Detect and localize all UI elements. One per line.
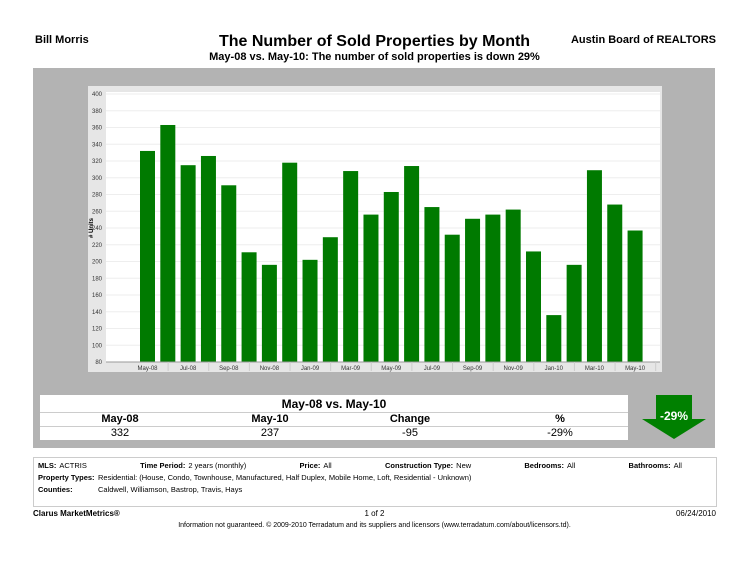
bar-Sep-09 [465,218,481,362]
value-end: 237 [260,427,280,439]
y-tick-label: 280 [92,193,103,199]
price-value: All [323,461,332,470]
y-tick-label: 300 [92,176,103,182]
header-change: Change [389,413,431,425]
bar-Oct-08 [241,252,257,362]
counties-row: Counties: Caldwell, Williamson, Bastrop, … [38,485,712,497]
bar-Oct-09 [485,214,501,362]
divider [40,412,628,413]
period-value: 2 years (monthly) [188,461,247,470]
bar-Jan-10 [546,315,562,362]
divider [40,426,628,427]
brand: Clarus MarketMetrics® [33,509,120,518]
x-tick-label: Jan-09 [301,366,320,372]
x-tick-label: Jan-10 [545,366,564,372]
bar-Feb-10 [566,264,582,362]
bar-Jul-08 [180,165,196,362]
x-tick-label: Jul-08 [180,366,197,372]
x-tick-label: May-08 [137,366,158,372]
page-title: The Number of Sold Properties by Month [218,33,531,50]
x-tick-label: May-10 [625,366,646,372]
agent-name: Bill Morris [35,34,89,46]
y-tick-label: 140 [92,310,103,316]
bar-May-08 [140,150,155,362]
bar-Nov-09 [505,209,521,362]
bathrooms-value: All [673,461,682,470]
x-tick-label: Sep-09 [463,366,483,372]
x-tick-label: Mar-10 [585,366,605,372]
mls-value: ACTRIS [59,461,87,470]
comparison-title: May-08 vs. May-10 [281,397,387,411]
y-tick-label: 180 [92,276,103,282]
bar-Dec-09 [525,251,541,362]
criteria-box: MLS: ACTRIS Time Period: 2 years (monthly)… [33,457,717,507]
header-start: May-08 [101,413,139,425]
bar-May-10 [627,230,643,362]
period-label: Time Period: [140,461,186,470]
y-tick-label: 80 [95,360,102,366]
construction-label: Construction Type: [384,461,454,470]
value-change: -95 [402,427,418,439]
bar-Aug-09 [444,234,460,362]
x-tick-label: Sep-08 [219,366,239,372]
y-tick-label: 100 [92,343,103,349]
y-tick-label: 260 [92,209,103,215]
bar-Jun-08 [160,124,176,362]
bar-Jun-09 [404,166,420,362]
bar-Feb-09 [322,237,338,362]
construction-value: New [456,461,472,470]
bedrooms-value: All [566,461,576,470]
page-subtitle: May-08 vs. May-10: The number of sold pr… [209,51,540,63]
bar-Jan-09 [302,259,318,362]
y-tick-label: 360 [92,126,103,132]
bar-Mar-09 [343,171,359,362]
y-tick-label: 340 [92,142,103,148]
value-start: 332 [110,427,130,439]
bar-Sep-08 [221,185,237,362]
change-badge: -29% [659,409,688,423]
bar-Dec-08 [282,162,298,362]
property-types-row: Property Types: Residential: (House, Cond… [38,473,712,485]
report-date: 06/24/2010 [675,509,716,518]
comparison-table: May-08 vs. May-10 May-08 May-10 Change %… [40,395,628,440]
x-tick-label: Nov-09 [504,366,524,372]
x-tick-label: May-09 [381,366,402,372]
bedrooms-label: Bedrooms: [524,461,564,470]
board-name: Austin Board of REALTORS [570,34,716,46]
counties-value: Caldwell, Williamson, Bastrop, Travis, H… [98,485,243,494]
y-tick-label: 160 [92,293,103,299]
header-end: May-10 [251,413,289,425]
types-label: Property Types: [38,473,95,482]
y-tick-label: 400 [92,92,103,98]
types-value: Residential: (House, Condo, Townhouse, M… [98,473,472,482]
y-tick-label: 200 [92,260,103,266]
price-label: Price: [299,461,321,470]
y-tick-label: 240 [92,226,103,232]
bar-Jul-09 [424,207,440,362]
bar-Mar-10 [586,170,602,362]
criteria-row: MLS: ACTRIS Time Period: 2 years (monthly)… [38,461,712,473]
bar-Apr-10 [607,204,623,362]
bar-Apr-09 [363,214,379,362]
header-percent: % [555,413,565,425]
mls-label: MLS: [38,461,57,470]
bar-May-09 [383,191,399,362]
x-tick-label: Jul-09 [424,366,441,372]
x-tick-label: Nov-08 [260,366,280,372]
page-number: 1 of 2 [364,509,385,518]
bar-chart: 80 100 120 140 160 180 200 220 240 260 280 300 320 34… [89,92,660,372]
down-arrow-icon: -29% [640,395,708,440]
y-tick-label: 320 [92,159,103,165]
bar-Nov-08 [261,264,277,362]
y-tick-label: 120 [92,327,103,333]
x-tick-label: Mar-09 [341,366,361,372]
disclaimer: Information not guaranteed. © 2009-2010 … [178,522,571,529]
value-percent: -29% [547,427,573,439]
counties-label: Counties: [38,485,73,494]
y-tick-label: 380 [92,109,103,115]
y-axis-label: # Units [89,217,95,238]
bar-Aug-08 [200,155,216,362]
y-tick-label: 220 [92,243,103,249]
bathrooms-label: Bathrooms: [628,461,671,470]
